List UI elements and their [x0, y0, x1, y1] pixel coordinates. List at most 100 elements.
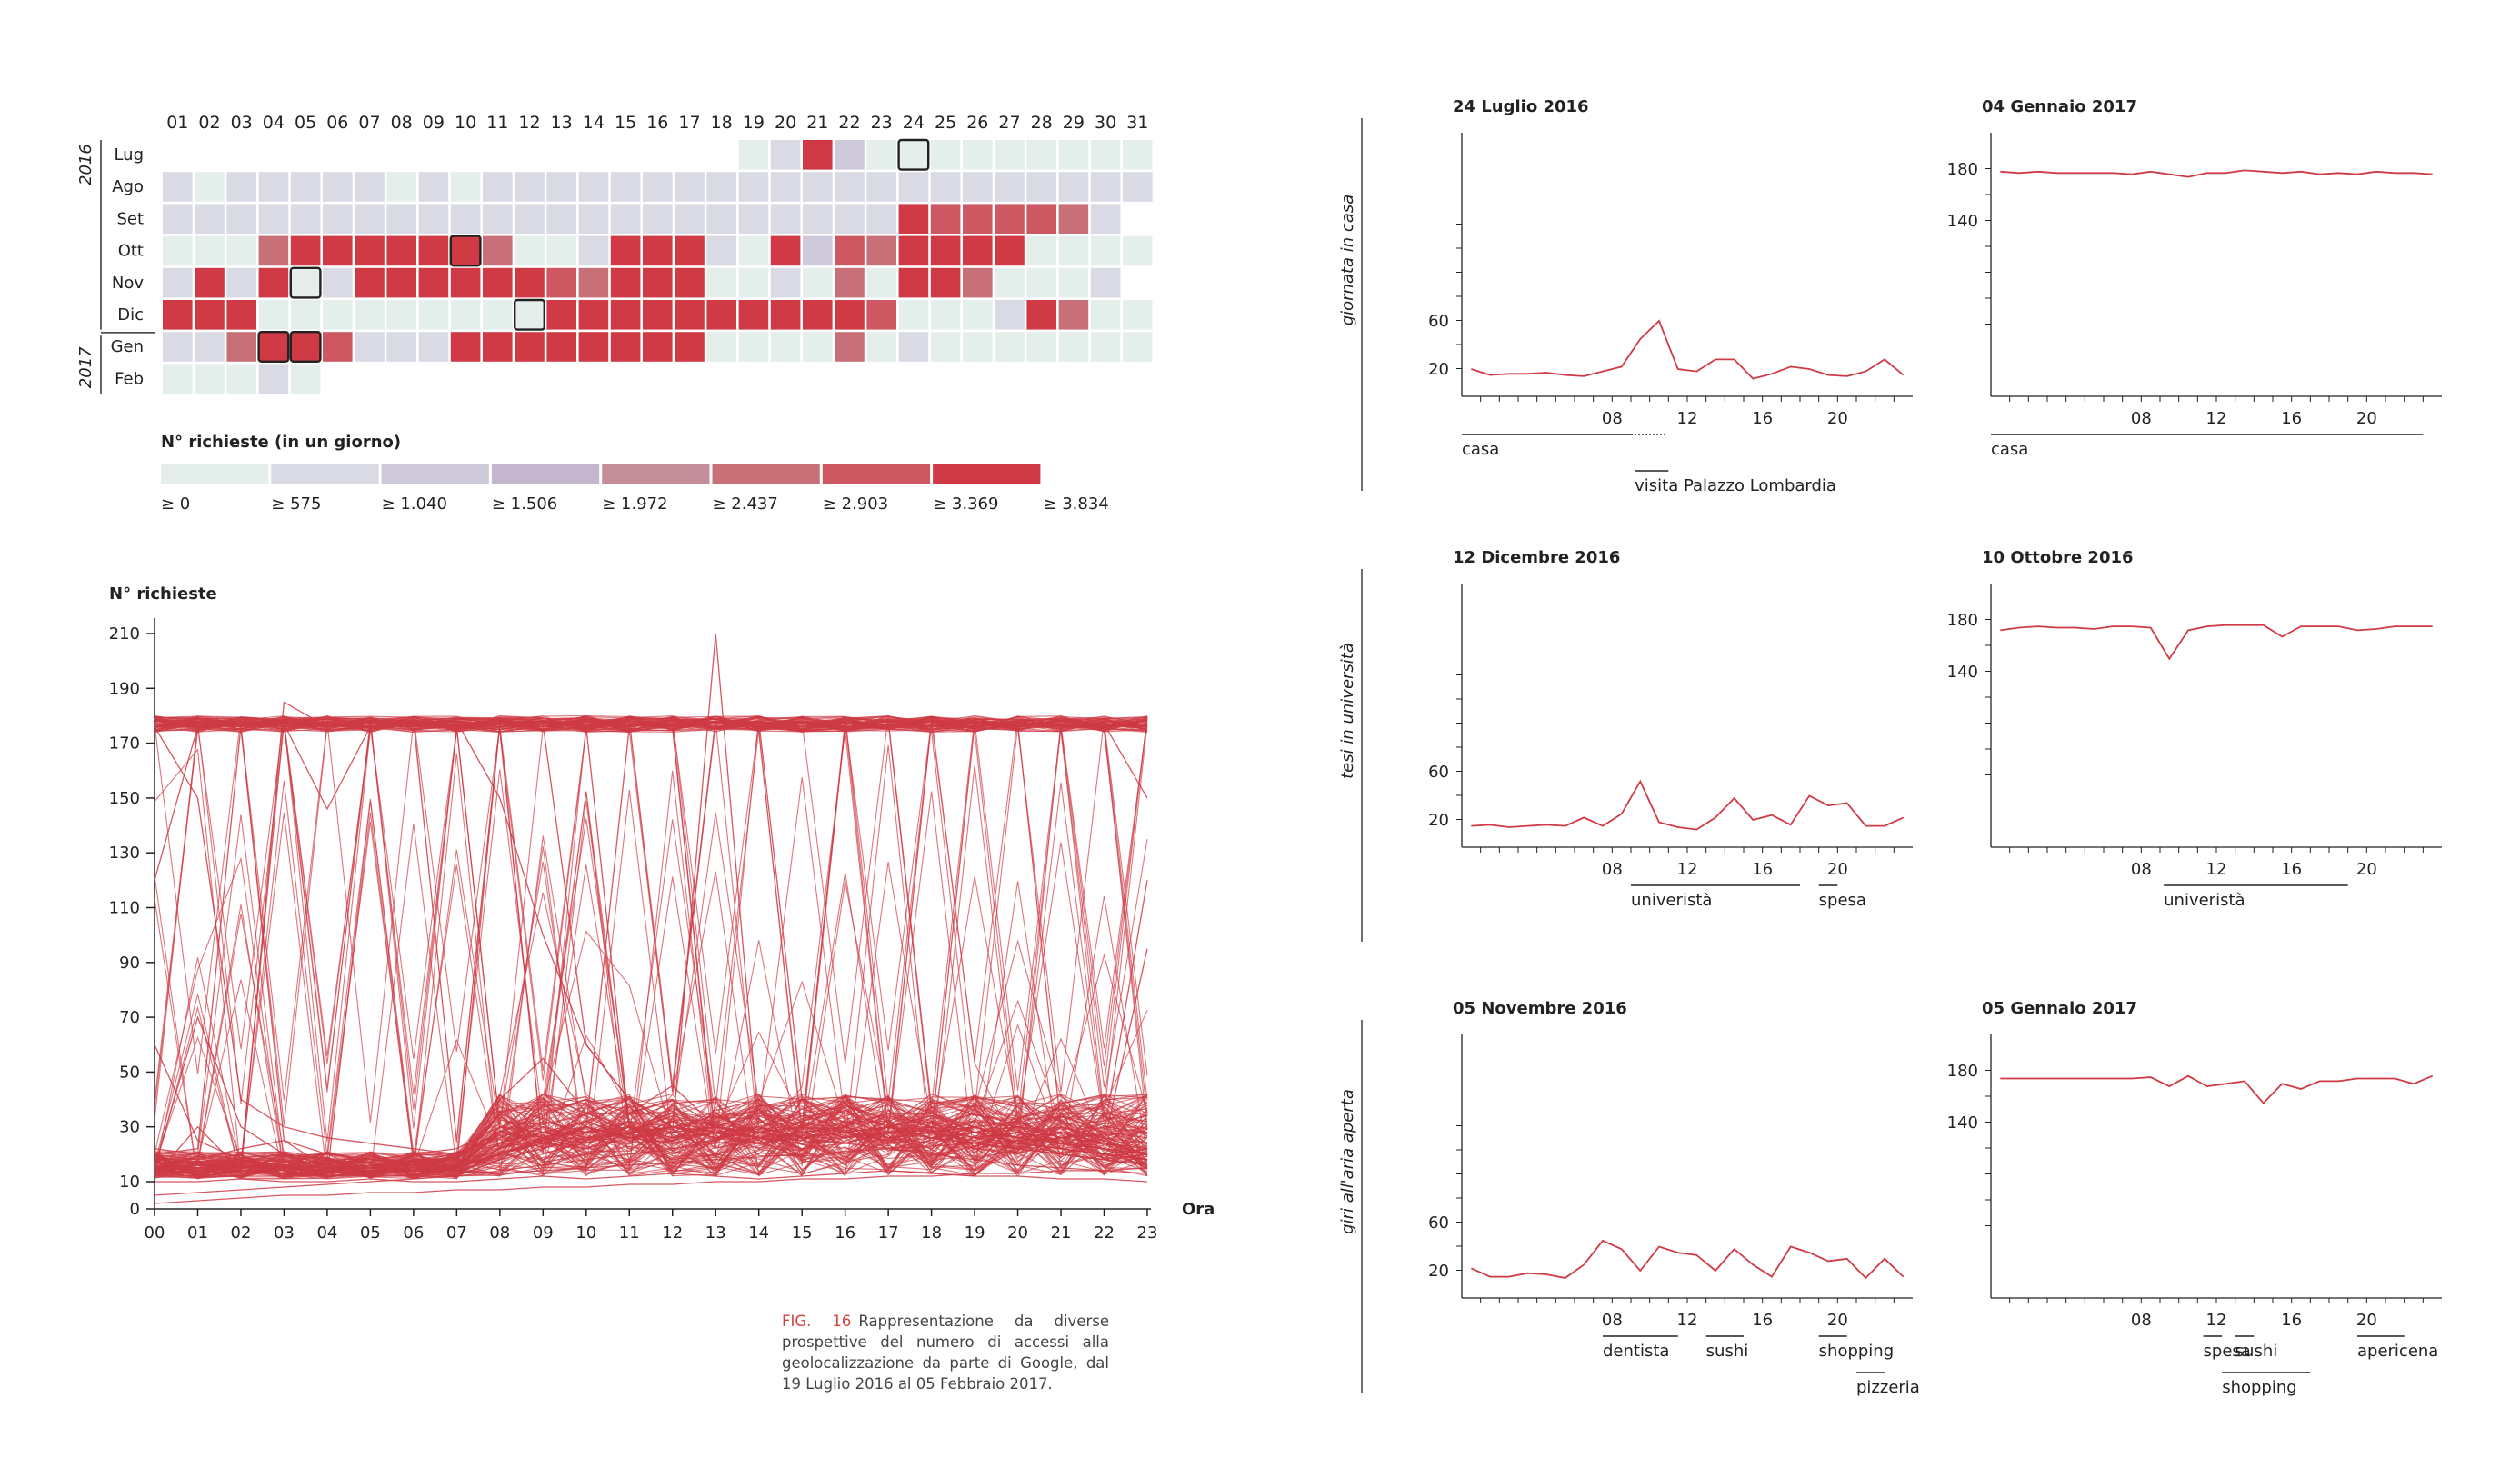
heatmap-cell: [355, 235, 385, 266]
heatmap-cell: [1058, 172, 1089, 202]
x-tick-label: 22: [1094, 1223, 1115, 1243]
series-line: [154, 1094, 1148, 1177]
month-label: Feb: [115, 369, 144, 388]
heatmap-cell: [226, 364, 256, 394]
legend-swatch: [933, 464, 1041, 484]
month-label: Set: [116, 209, 144, 228]
heatmap-cell: [706, 235, 736, 266]
panel-y-tick-label: 20: [1428, 360, 1449, 379]
heatmap-cell: [483, 204, 513, 234]
panel-y-tick-label: 60: [1428, 1213, 1449, 1233]
row-label: giri all'aria aperta: [1338, 1089, 1357, 1234]
panel-x-tick-label: 16: [1752, 1311, 1773, 1330]
heatmap-cell: [995, 300, 1025, 330]
heatmap-cell: [770, 172, 801, 202]
activity-label: sushi: [2235, 1342, 2278, 1361]
activity-label: pizzeria: [1856, 1378, 1920, 1397]
heatmap-cell: [546, 332, 576, 362]
heatmap-cell: [866, 332, 896, 362]
activity-label: spesa: [2204, 1342, 2251, 1361]
day-label: 07: [358, 113, 380, 133]
day-label: 05: [295, 113, 316, 133]
heatmap-cell: [738, 235, 769, 266]
heatmap-cell: [418, 300, 449, 330]
y-tick-label: 70: [119, 1008, 140, 1027]
heatmap-cell: [450, 204, 481, 234]
heatmap-cell: [163, 172, 193, 202]
panel-line: [1470, 1239, 1905, 1280]
day-label: 01: [166, 113, 188, 133]
heatmap-cell: [930, 235, 961, 266]
heatmap-cell: [289, 331, 322, 364]
month-label: Ago: [112, 177, 144, 196]
heatmap-cell: [738, 140, 769, 170]
heatmap-cell: [226, 235, 256, 266]
heatmap-cell: [290, 300, 321, 330]
heatmap-cell: [355, 267, 385, 298]
activity-label: dentista: [1603, 1342, 1669, 1361]
day-label: 29: [1063, 113, 1085, 133]
heatmap-cell: [226, 267, 256, 298]
heatmap-cell: [803, 267, 833, 298]
heatmap-cell: [226, 172, 256, 202]
heatmap-cell: [675, 204, 705, 234]
heatmap-cell: [930, 204, 961, 234]
legend-label: ≥ 3.369: [933, 494, 998, 514]
heatmap-cell: [355, 172, 385, 202]
heatmap-cell: [835, 300, 865, 330]
calendar-heatmap: 01 02 03 04 05 06 07 08 09 10 11 12 13 14 15 16 17 18 19 20…: [76, 113, 1153, 394]
heatmap-cell: [163, 235, 193, 266]
x-tick-label: 16: [835, 1223, 855, 1243]
series-line: [154, 717, 1148, 1119]
legend-label: ≥ 2.903: [823, 494, 888, 514]
panel-x-tick-label: 08: [2131, 409, 2152, 428]
heatmap-cell: [258, 172, 289, 202]
heatmap-cell: [1123, 235, 1153, 266]
heatmap-cell: [483, 300, 513, 330]
heatmap-cell: [450, 172, 481, 202]
heatmap-cell: [1026, 235, 1056, 266]
heatmap-cell: [515, 172, 545, 202]
heatmap-cell: [257, 331, 290, 364]
heatmap-cell: [706, 172, 736, 202]
x-tick-label: 15: [792, 1223, 813, 1243]
panel-line: [1471, 779, 1905, 831]
heatmap-cell: [963, 267, 993, 298]
panel-x-tick-label: 12: [1677, 860, 1698, 879]
heatmap-cell: [770, 140, 801, 170]
heatmap-cell: [770, 300, 801, 330]
heatmap-cell: [546, 204, 576, 234]
day-label: 09: [423, 113, 445, 133]
day-label: 14: [583, 113, 605, 133]
series-line: [154, 715, 1148, 1126]
panel-x-tick-label: 08: [1602, 860, 1623, 879]
heatmap-cell: [226, 332, 256, 362]
heatmap-cell: [963, 332, 993, 362]
day-label: 27: [998, 113, 1020, 133]
x-tick-label: 18: [921, 1223, 942, 1243]
heatmap-cell: [323, 235, 353, 266]
heatmap-cell: [163, 204, 193, 234]
heatmap-cell: [897, 138, 930, 171]
row-label: giornata in casa: [1338, 195, 1357, 326]
panel-x-tick-label: 12: [1677, 1311, 1698, 1330]
activity-label: spesa: [1819, 891, 1866, 910]
heatmap-cell: [995, 172, 1025, 202]
heatmap-cell: [386, 267, 416, 298]
year-label: 2016: [76, 144, 95, 185]
heatmap-cell: [195, 235, 225, 266]
heatmap-cell: [898, 172, 929, 202]
panel-y-tick-label: 180: [1947, 160, 1978, 179]
heatmap-cell: [866, 300, 896, 330]
heatmap-cell: [1090, 235, 1121, 266]
heatmap-cell: [355, 300, 385, 330]
heatmap-cell: [738, 300, 769, 330]
heatmap-cell: [323, 300, 353, 330]
heatmap-cell: [578, 172, 609, 202]
heatmap-cell: [163, 300, 193, 330]
heatmap-cell: [675, 267, 705, 298]
heatmap-cell: [195, 267, 225, 298]
day-label: 20: [775, 113, 796, 133]
heatmap-cell: [1026, 267, 1056, 298]
heatmap-cell: [546, 300, 576, 330]
